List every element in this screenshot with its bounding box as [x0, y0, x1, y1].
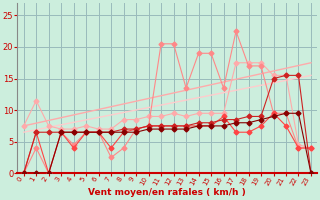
X-axis label: Vent moyen/en rafales ( km/h ): Vent moyen/en rafales ( km/h ) — [88, 188, 246, 197]
